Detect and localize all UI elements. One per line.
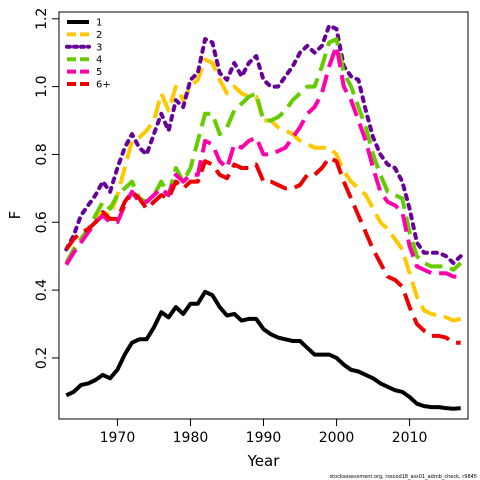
y-tick-label-0: 0.2 — [34, 347, 50, 369]
y-tick-label-3: 0.8 — [34, 143, 50, 165]
series-line-5 — [64, 43, 461, 279]
legend-label-1: 1 — [96, 18, 102, 29]
x-tick-label-1980: 1980 — [173, 430, 209, 446]
series-line-1 — [65, 289, 461, 411]
series-line-2 — [64, 57, 462, 323]
x-tick-label-2000: 2000 — [319, 430, 355, 446]
y-tick-label-5: 1.2 — [34, 8, 50, 30]
x-tick-label-2010: 2010 — [392, 430, 428, 446]
y-axis-title: F — [6, 211, 24, 220]
legend-label-4: 4 — [96, 55, 102, 66]
series-line-4 — [64, 37, 463, 272]
x-axis-title: Year — [247, 452, 281, 470]
y-tick-label-1: 0.4 — [34, 279, 50, 301]
series-line-6 — [64, 155, 461, 345]
legend: 123 45 6+ — [65, 18, 111, 91]
x-axis: 1970 1980 1990 2000 2010 — [100, 419, 428, 446]
x-tick-label-1970: 1970 — [100, 430, 136, 446]
y-tick-label-2: 0.6 — [34, 211, 50, 233]
legend-label-5: 5 — [96, 67, 102, 78]
legend-label-6: 6+ — [96, 80, 111, 91]
series-line-3 — [64, 23, 463, 265]
y-tick-label-4: 1.0 — [34, 75, 50, 97]
footer-note: stockassessment.org, rsscod18_ass01_admb… — [330, 474, 477, 480]
legend-label-2: 2 — [96, 30, 102, 41]
legend-label-3: 3 — [96, 42, 102, 53]
series-layer — [64, 23, 463, 411]
y-axis: 0.2 0.4 0.6 0.8 1.0 1.2 — [34, 8, 59, 369]
x-tick-label-1990: 1990 — [246, 430, 282, 446]
